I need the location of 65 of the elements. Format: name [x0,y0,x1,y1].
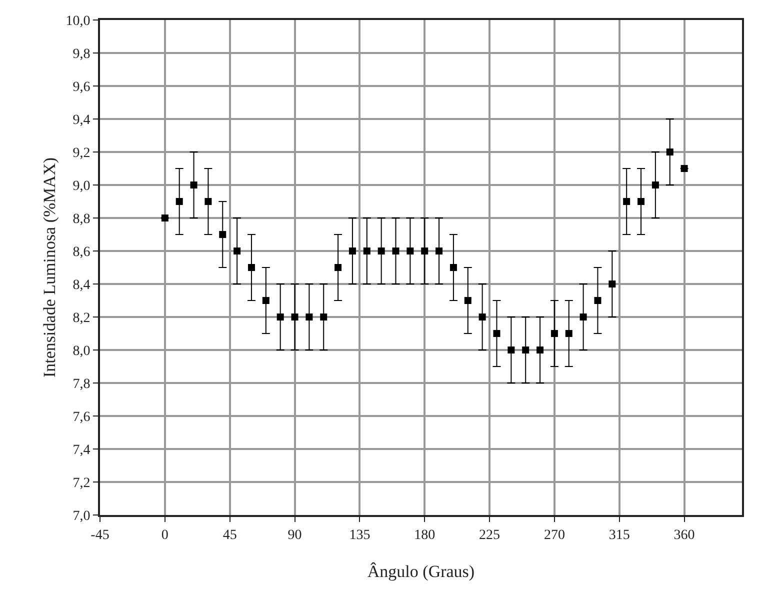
x-tick-label: 135 [349,528,370,543]
y-tick-label: 8,8 [72,212,90,227]
point [450,264,457,271]
y-tick-label: 8,6 [72,244,90,260]
y-tick-label: 7,4 [72,442,90,458]
point [219,231,226,238]
y-tick-label: 8,4 [72,278,90,293]
x-tick-label: -45 [90,528,110,543]
point [508,346,515,354]
point [161,214,168,222]
point [550,330,558,337]
point [378,248,385,254]
point [248,264,255,271]
point [666,148,674,156]
x-tick-label: 360 [674,528,695,543]
point [536,346,544,354]
y-tick-label: 9,4 [72,112,90,128]
point [276,314,284,320]
point [580,314,587,320]
x-tick-label: 0 [161,528,168,543]
point [436,248,443,254]
point [392,248,400,254]
point [348,248,356,254]
point [320,314,328,320]
point [608,280,616,288]
x-axis-title: Ângulo (Graus) [367,562,475,581]
point [421,248,428,254]
point [406,248,414,254]
y-tick-label: 7,2 [72,476,90,491]
y-tick-label: 9,0 [72,178,90,194]
point [234,248,241,254]
point [565,330,572,337]
y-tick-label: 8,0 [72,344,90,359]
x-tick-label: 225 [479,528,500,543]
point [176,198,183,205]
point [680,165,688,172]
y-tick-label: 10,0 [66,14,90,29]
x-tick-label: 180 [414,528,436,543]
x-tick-label: 45 [222,528,237,543]
y-tick-label: 9,8 [72,46,90,62]
point [638,198,645,205]
y-tick-label: 9,2 [72,146,90,161]
point [478,314,486,320]
x-tick-label: 90 [288,528,302,543]
point [522,346,530,354]
y-tick-label: 7,8 [72,376,90,392]
point [652,182,659,188]
x-tick-label: 315 [608,528,630,543]
point [334,264,342,271]
y-tick-label: 8,2 [72,310,90,326]
y-axis-title: Intensidade Luminosa (%MAX) [40,157,59,378]
point [594,297,602,304]
y-tick-label: 7,0 [72,508,90,524]
y-tick-label: 7,6 [72,410,90,425]
point [262,297,270,304]
point [291,314,298,320]
point [363,248,370,254]
point [623,198,630,205]
point [464,297,472,304]
x-tick-label: 270 [544,528,565,543]
point [190,182,198,188]
point [204,198,212,205]
point [493,330,500,337]
y-tick-label: 9,6 [72,80,90,95]
point [306,314,313,320]
